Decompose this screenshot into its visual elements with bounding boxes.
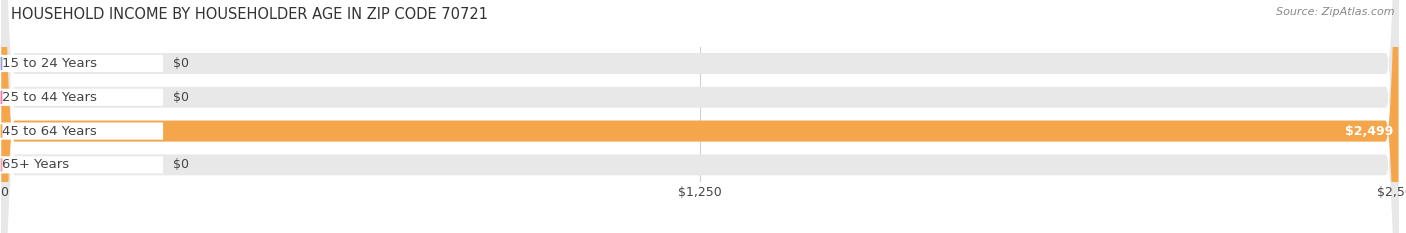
FancyBboxPatch shape	[0, 123, 163, 140]
FancyBboxPatch shape	[0, 55, 163, 72]
Text: 15 to 24 Years: 15 to 24 Years	[1, 57, 97, 70]
Text: $0: $0	[173, 91, 188, 104]
Text: HOUSEHOLD INCOME BY HOUSEHOLDER AGE IN ZIP CODE 70721: HOUSEHOLD INCOME BY HOUSEHOLDER AGE IN Z…	[11, 7, 488, 22]
Text: Source: ZipAtlas.com: Source: ZipAtlas.com	[1277, 7, 1395, 17]
Text: $0: $0	[173, 158, 188, 171]
FancyBboxPatch shape	[0, 156, 163, 173]
Text: $0: $0	[173, 57, 188, 70]
Text: 25 to 44 Years: 25 to 44 Years	[1, 91, 97, 104]
Text: 45 to 64 Years: 45 to 64 Years	[1, 125, 97, 137]
Text: 65+ Years: 65+ Years	[1, 158, 69, 171]
Text: $2,499: $2,499	[1346, 125, 1393, 137]
FancyBboxPatch shape	[0, 89, 163, 106]
